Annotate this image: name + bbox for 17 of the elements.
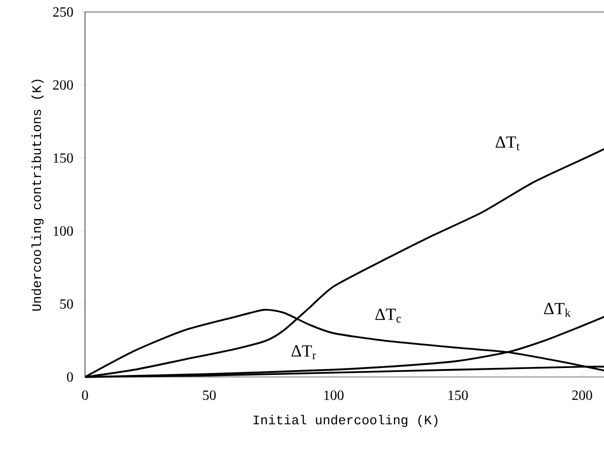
x-tick-label: 100 xyxy=(324,390,344,400)
y-tick-label: 250 xyxy=(53,7,73,17)
y-axis-title: Undercooling contributions (K) xyxy=(31,80,44,311)
y-tick-label: 150 xyxy=(54,153,73,163)
x-tick-label: 50 xyxy=(203,390,216,400)
series-label: ΔT$_{c}$ xyxy=(375,308,401,323)
x-tick-label: 0 xyxy=(82,390,88,400)
x-axis-title: Initial undercooling (K) xyxy=(254,414,438,427)
y-tick-label: 100 xyxy=(54,226,73,236)
y-tick-label: 50 xyxy=(60,299,73,309)
series-label: ΔT$_{k}$ xyxy=(544,302,571,317)
y-tick-label: 200 xyxy=(53,80,73,90)
series-label: ΔT$_{r}$ xyxy=(292,345,316,360)
text: ΔT$_{t}$ xyxy=(496,136,520,150)
y-tick-label: 0 xyxy=(67,372,73,382)
x-tick-label: 200 xyxy=(572,390,592,400)
x-tick-label: 150 xyxy=(448,390,468,400)
